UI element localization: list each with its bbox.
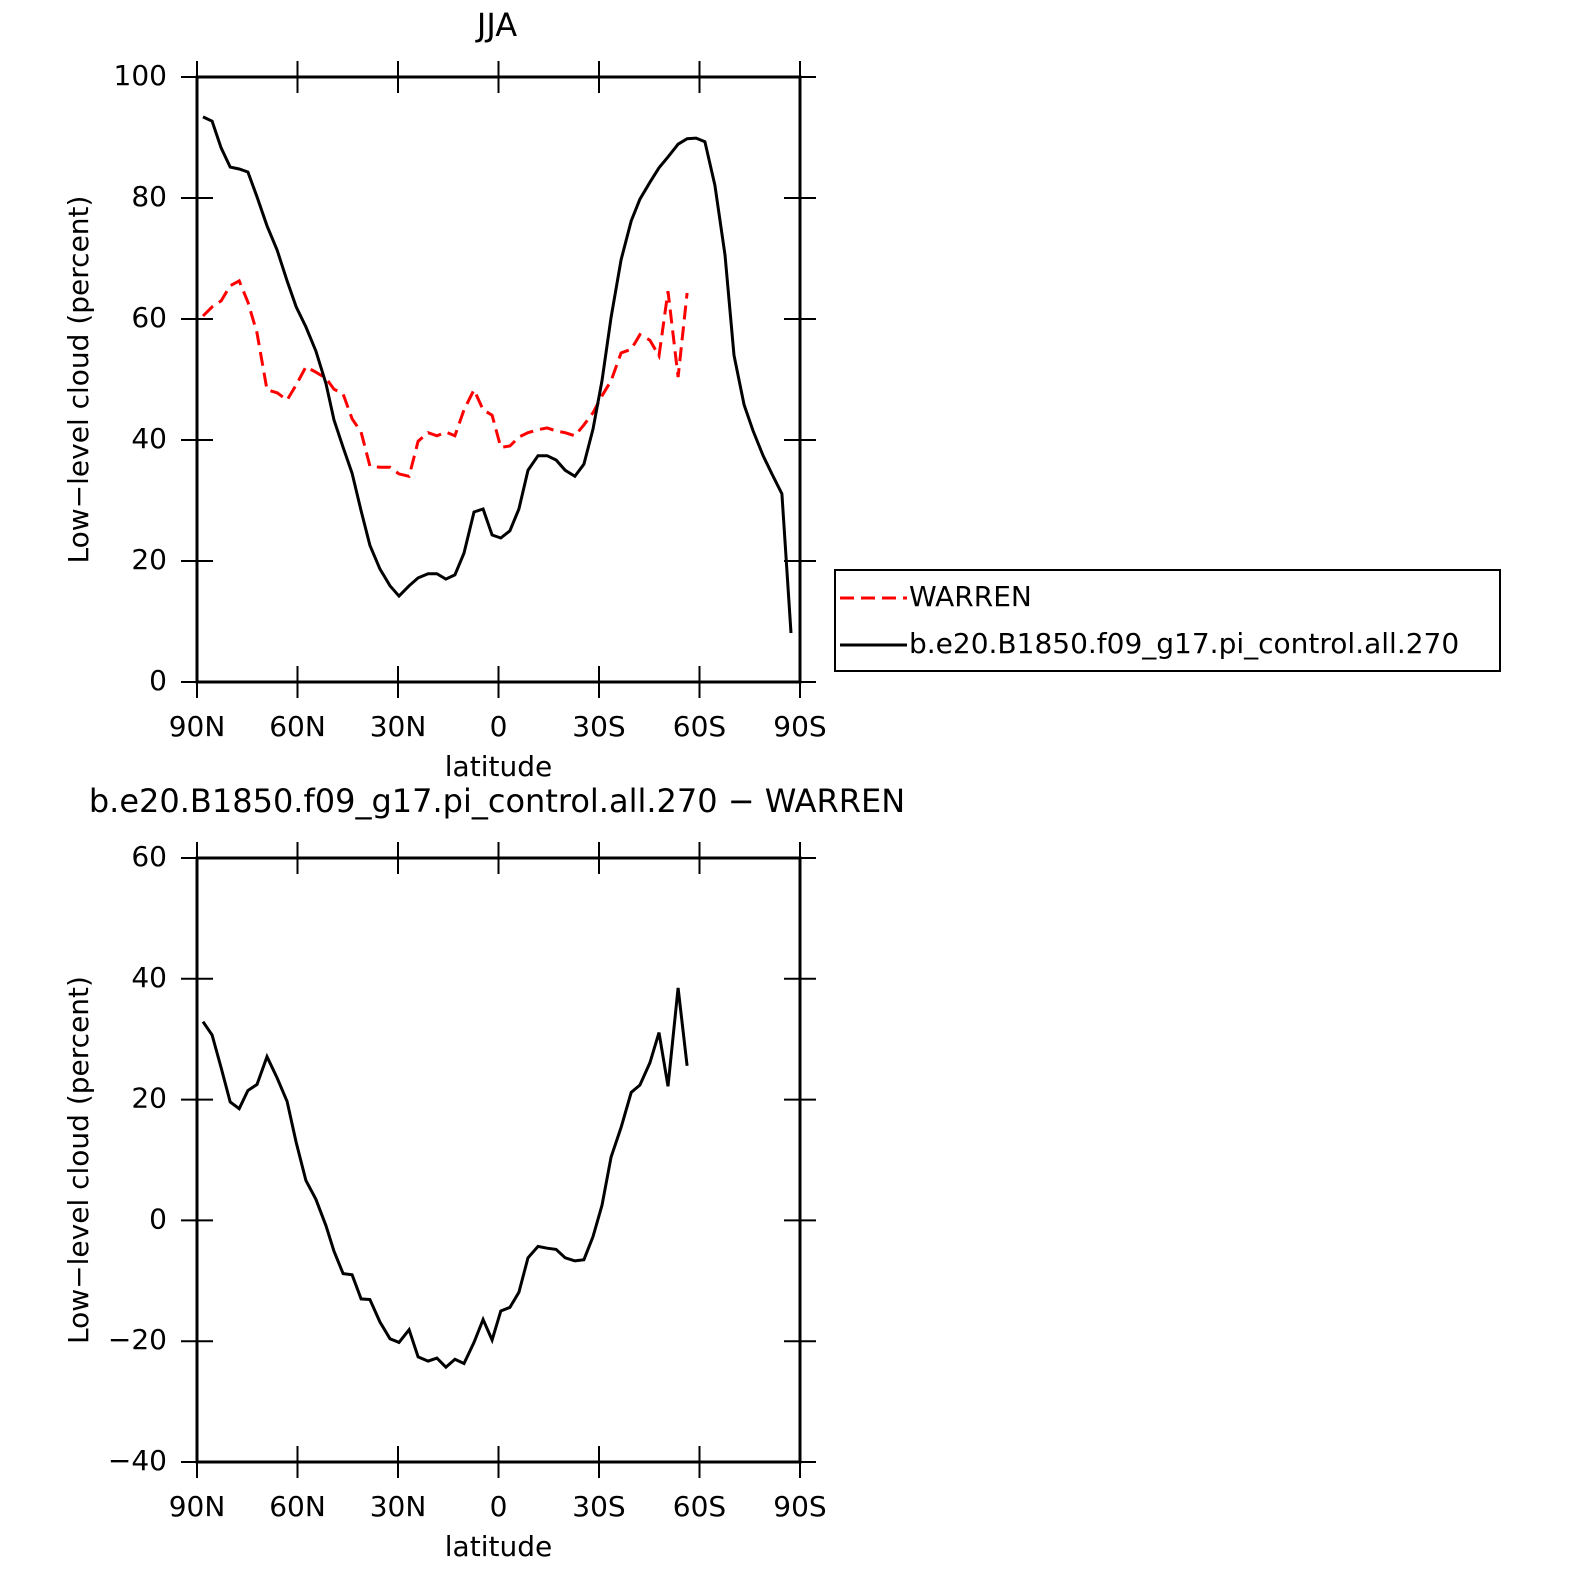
x-axis-label: latitude — [445, 1530, 552, 1563]
data-line — [201, 278, 689, 479]
y-tick-label: −20 — [108, 1323, 167, 1356]
x-tick-label: 90N — [169, 1490, 226, 1523]
chart-title: b.e20.B1850.f09_g17.pi_control.all.270 −… — [89, 782, 905, 820]
x-tick-label: 0 — [490, 1490, 508, 1523]
x-tick-label: 30S — [572, 710, 625, 743]
x-tick-label: 30N — [370, 710, 427, 743]
x-tick-label: 90S — [773, 710, 826, 743]
legend-label: WARREN — [909, 580, 1032, 613]
x-tick-label: 90N — [169, 710, 226, 743]
x-tick-label: 60N — [269, 710, 326, 743]
plot-frame — [195, 856, 802, 1464]
data-line — [201, 987, 689, 1370]
x-tick-label: 60S — [673, 1490, 726, 1523]
data-line — [202, 115, 793, 634]
y-tick-label: 40 — [131, 961, 167, 994]
chart-title: JJA — [475, 6, 517, 44]
y-tick-label: 0 — [149, 664, 167, 697]
y-tick-label: 60 — [131, 301, 167, 334]
y-tick-label: 20 — [131, 1082, 167, 1115]
x-tick-label: 30S — [572, 1490, 625, 1523]
x-tick-label: 60N — [269, 1490, 326, 1523]
y-tick-label: 40 — [131, 422, 167, 455]
y-tick-label: −40 — [108, 1444, 167, 1477]
legend-label: b.e20.B1850.f09_g17.pi_control.all.270 — [909, 627, 1459, 660]
x-tick-label: 30N — [370, 1490, 427, 1523]
y-tick-label: 60 — [131, 840, 167, 873]
x-axis-label: latitude — [445, 750, 552, 783]
y-tick-label: 0 — [149, 1202, 167, 1235]
y-axis-label: Low−level cloud (percent) — [62, 976, 95, 1344]
y-tick-label: 20 — [131, 543, 167, 576]
y-tick-label: 80 — [131, 180, 167, 213]
y-tick-label: 100 — [114, 59, 167, 92]
x-tick-label: 0 — [490, 710, 508, 743]
legend-box — [834, 569, 1501, 672]
x-tick-label: 60S — [673, 710, 726, 743]
y-axis-label: Low−level cloud (percent) — [62, 196, 95, 564]
x-tick-label: 90S — [773, 1490, 826, 1523]
